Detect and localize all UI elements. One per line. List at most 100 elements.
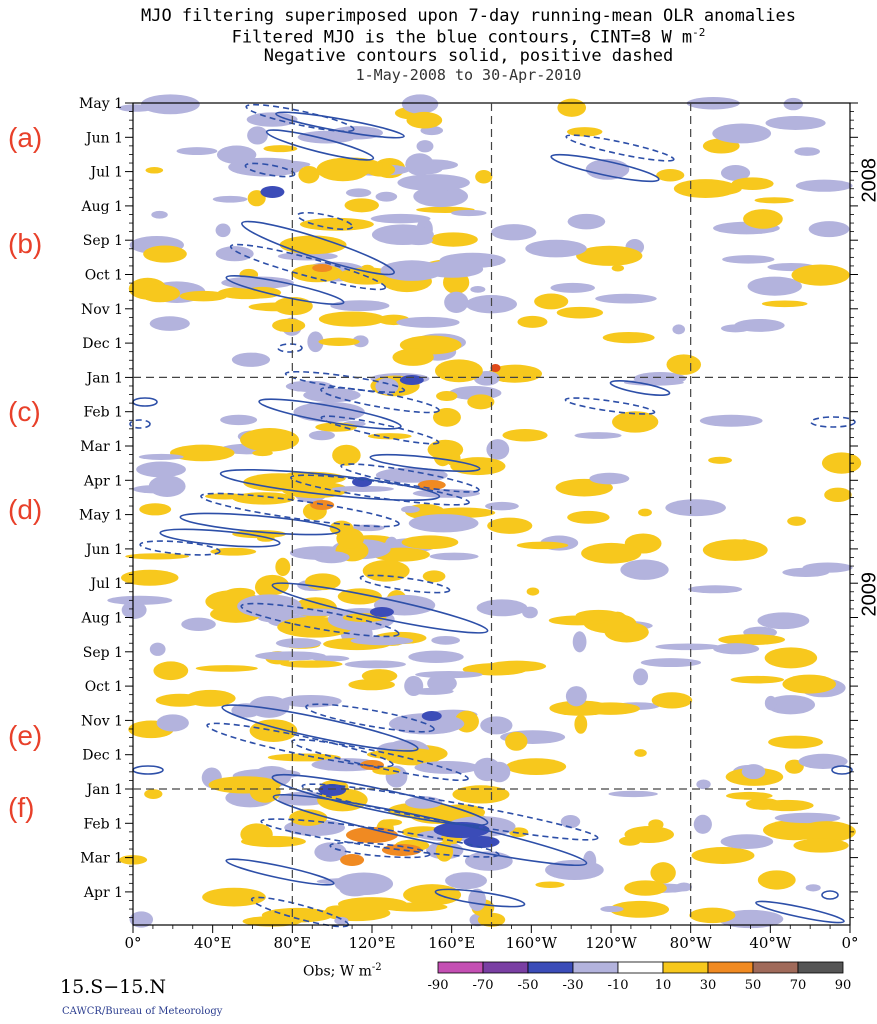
y-tick-label: Oct 1 [85, 679, 123, 695]
colorbar-swatch [617, 961, 664, 974]
anomaly-patch [414, 761, 480, 774]
anomaly-patch [141, 94, 200, 115]
anomaly-patch [476, 599, 528, 617]
anomaly-patch [367, 433, 412, 440]
mjo-contour [139, 540, 221, 556]
mjo-contour [179, 512, 341, 536]
strong-anomaly-patch [360, 760, 384, 770]
anomaly-patch [405, 153, 434, 176]
anomaly-patch [334, 872, 394, 896]
anomaly-patch [655, 643, 721, 651]
y-tick-label: May 1 [79, 96, 123, 112]
chart-subtitle-2: Negative contours solid, positive dashed [263, 46, 674, 66]
anomaly-patch [730, 675, 785, 684]
anomaly-patch [255, 651, 326, 661]
strong-anomaly-patch [463, 836, 500, 848]
anomaly-patch [431, 635, 461, 645]
x-tick-label: 120°E [348, 934, 395, 952]
anomaly-patch [688, 585, 743, 594]
anomaly-patch [475, 170, 493, 184]
anomaly-patch [380, 260, 444, 281]
x-tick-label: 80°W [670, 934, 713, 952]
anomaly-patch [675, 882, 692, 892]
anomaly-patch [195, 665, 258, 672]
x-tick-label: 40°E [194, 934, 232, 952]
anomaly-patch [794, 147, 821, 156]
anomaly-patch [487, 517, 533, 534]
mjo-contour [240, 602, 400, 638]
mjo-contour [206, 722, 394, 768]
panel-label-c: (c) [8, 396, 41, 427]
anomaly-patch [375, 378, 399, 395]
anomaly-patch [633, 668, 649, 686]
anomaly-patch [575, 609, 622, 621]
anomaly-patch [138, 453, 184, 460]
anomaly-patch [797, 821, 856, 843]
anomaly-patch [416, 140, 434, 153]
y-tick-label: Jan 1 [85, 370, 123, 386]
anomaly-patch [602, 332, 655, 344]
anomaly-patch [344, 198, 379, 213]
anomaly-patch [712, 123, 772, 144]
anomaly-patch [350, 636, 414, 646]
anomaly-patch [149, 316, 190, 331]
anomaly-patch [422, 570, 446, 583]
anomaly-patch [401, 505, 420, 513]
anomaly-patch [337, 897, 408, 911]
anomaly-patch [371, 224, 434, 246]
anomaly-patch [765, 116, 826, 130]
anomaly-patch [600, 905, 624, 913]
anomaly-patch [699, 414, 763, 427]
anomaly-patch [824, 487, 852, 503]
mjo-contour [369, 453, 481, 473]
mjo-contour [320, 386, 440, 414]
anomaly-patch [672, 324, 686, 335]
mjo-contour [320, 415, 440, 445]
mjo-contour [305, 703, 435, 733]
mjo-contour [565, 134, 675, 162]
anomaly-patch [121, 569, 179, 586]
x-tick-label: 160°W [506, 934, 558, 952]
anomaly-patch [307, 331, 324, 353]
anomaly-patch [432, 407, 461, 427]
anomaly-patch [696, 779, 711, 790]
mjo-contour [159, 528, 281, 548]
anomaly-patch [403, 884, 462, 906]
anomaly-patch [348, 679, 395, 691]
anomaly-patch [589, 472, 630, 485]
panel-label-f: (f) [8, 792, 35, 823]
y-tick-label: Nov 1 [81, 713, 123, 729]
anomaly-patch [151, 210, 168, 219]
anomaly-patch [237, 594, 302, 618]
anomaly-patch [768, 735, 823, 749]
anomaly-patch [125, 553, 190, 560]
mjo-contour [277, 343, 303, 353]
x-tick-label: 120°W [585, 934, 637, 952]
mjo-contour [550, 153, 660, 183]
anomaly-patch [215, 223, 231, 238]
anomaly-patch [624, 826, 674, 843]
anomaly-patch [473, 757, 501, 782]
anomaly-patch [208, 776, 281, 794]
anomaly-patch [316, 157, 370, 182]
mjo-contour [245, 103, 355, 133]
anomaly-patch [248, 696, 290, 718]
anomaly-patch [650, 862, 676, 884]
anomaly-patch [240, 428, 300, 452]
credit-text: CAWCR/Bureau of Meteorology [62, 1006, 223, 1017]
colorbar-swatch [527, 961, 574, 974]
anomaly-patch [470, 286, 486, 293]
anomaly-patch [330, 300, 390, 312]
anomaly-patch [375, 191, 398, 202]
anomaly-patch [517, 315, 548, 328]
anomaly-patch [651, 692, 693, 709]
anomaly-patch [240, 823, 273, 846]
mjo-contour [296, 211, 354, 231]
colorbar-level-label: 90 [835, 978, 852, 993]
anomaly-patch [298, 165, 320, 184]
anomaly-patch [477, 912, 506, 927]
y-tick-label: Oct 1 [85, 268, 123, 284]
strong-anomaly-patch [421, 711, 442, 721]
mjo-contour [272, 793, 588, 867]
colorbar-label: Obs; W m-2 [303, 962, 382, 980]
